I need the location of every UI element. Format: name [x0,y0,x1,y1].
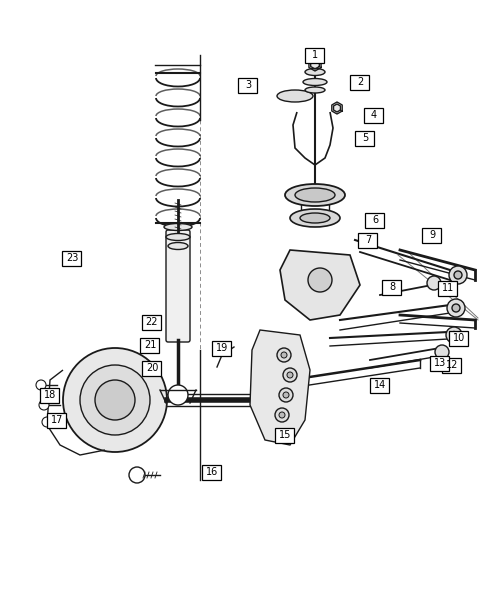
FancyBboxPatch shape [142,315,161,329]
Circle shape [445,327,461,343]
Ellipse shape [166,233,190,240]
Text: 13: 13 [433,358,445,368]
Ellipse shape [304,68,324,75]
Text: 11: 11 [441,283,453,293]
Text: 9: 9 [428,230,434,240]
FancyBboxPatch shape [449,330,468,346]
Ellipse shape [294,188,334,202]
FancyBboxPatch shape [438,280,456,296]
Ellipse shape [300,213,329,223]
Text: 10: 10 [452,333,464,343]
Text: 1: 1 [311,50,318,60]
Polygon shape [308,57,320,71]
Circle shape [287,372,292,378]
FancyBboxPatch shape [142,360,161,376]
FancyBboxPatch shape [275,428,294,442]
Text: 5: 5 [361,133,367,143]
Circle shape [276,348,290,362]
Text: 17: 17 [51,415,63,425]
FancyBboxPatch shape [358,233,377,247]
FancyBboxPatch shape [365,213,384,227]
FancyBboxPatch shape [350,74,369,90]
FancyBboxPatch shape [47,412,66,428]
FancyBboxPatch shape [202,465,221,479]
Ellipse shape [167,243,188,250]
Circle shape [80,365,150,435]
Circle shape [63,348,166,452]
Circle shape [278,388,292,402]
FancyBboxPatch shape [441,358,461,372]
Text: 8: 8 [388,282,394,292]
Text: 3: 3 [244,80,251,90]
FancyBboxPatch shape [62,250,81,266]
Circle shape [167,385,188,405]
Circle shape [36,380,46,390]
Text: 23: 23 [66,253,78,263]
Circle shape [95,380,135,420]
Circle shape [39,400,49,410]
Circle shape [280,352,287,358]
FancyBboxPatch shape [364,108,383,123]
FancyBboxPatch shape [382,280,401,294]
Text: 19: 19 [215,343,227,353]
Circle shape [434,345,448,359]
Text: 22: 22 [146,317,158,327]
Circle shape [283,368,296,382]
Circle shape [453,271,461,279]
Circle shape [451,304,459,312]
Circle shape [283,392,288,398]
FancyBboxPatch shape [430,356,449,370]
Ellipse shape [302,78,326,85]
FancyBboxPatch shape [422,227,440,243]
Text: 16: 16 [205,467,218,477]
Polygon shape [333,104,340,112]
Text: 14: 14 [373,380,385,390]
Circle shape [450,332,456,339]
Text: 18: 18 [44,390,56,400]
Polygon shape [249,330,309,445]
Text: 6: 6 [371,215,378,225]
Text: 15: 15 [278,430,290,440]
FancyBboxPatch shape [355,131,374,145]
Text: 21: 21 [144,340,156,350]
Text: 20: 20 [146,363,158,373]
Circle shape [448,266,466,284]
FancyBboxPatch shape [212,340,231,356]
Ellipse shape [276,90,312,102]
Polygon shape [279,250,359,320]
FancyBboxPatch shape [238,78,257,92]
Circle shape [307,268,332,292]
Circle shape [274,408,288,422]
Ellipse shape [164,223,192,230]
FancyBboxPatch shape [166,230,190,342]
Text: 12: 12 [445,360,457,370]
Text: 2: 2 [356,77,363,87]
Circle shape [129,467,145,483]
Ellipse shape [304,87,324,93]
FancyBboxPatch shape [140,337,159,352]
Circle shape [446,299,464,317]
FancyBboxPatch shape [305,48,324,62]
Text: 7: 7 [364,235,370,245]
Text: 4: 4 [370,110,376,120]
Ellipse shape [285,184,344,206]
FancyBboxPatch shape [41,388,60,402]
FancyBboxPatch shape [370,378,389,392]
Circle shape [278,412,285,418]
Circle shape [42,417,52,427]
Circle shape [426,276,440,290]
Ellipse shape [289,209,339,227]
